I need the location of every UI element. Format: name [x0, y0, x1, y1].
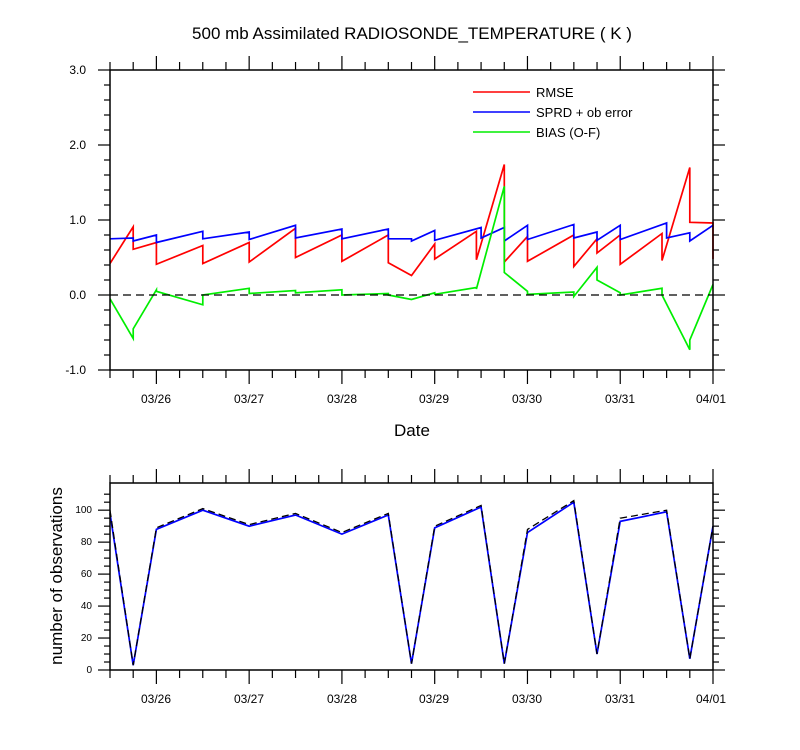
bottom-plot-series: [109, 499, 714, 666]
series-line-1: [109, 221, 714, 244]
top-plot-ticks: [98, 56, 725, 384]
bottom-y-tick-label: 100: [75, 505, 92, 516]
top-y-tick-label: 0.0: [69, 288, 86, 302]
legend: RMSE SPRD + ob error BIAS (O-F): [473, 85, 633, 140]
bottom-x-tick-label: 04/01: [696, 692, 726, 706]
top-y-tick-label: 2.0: [69, 138, 86, 152]
bottom-x-tick-label: 03/28: [327, 692, 357, 706]
top-x-tick-label: 03/27: [234, 392, 264, 406]
bottom-y-tick-label: 0: [86, 665, 92, 676]
bottom-x-tick-label: 03/30: [512, 692, 542, 706]
top-plot-frame: [109, 69, 714, 371]
series-line-2: [109, 186, 714, 351]
obs-line-1: [109, 499, 714, 666]
bottom-x-tick-label: 03/26: [141, 692, 171, 706]
bottom-plot-frame: [109, 482, 714, 671]
x-axis-label: Date: [394, 421, 430, 440]
top-plot-series: [109, 164, 714, 351]
bottom-y-tick-label: 60: [81, 569, 93, 580]
legend-label-sprd: SPRD + ob error: [536, 105, 633, 120]
top-y-tick-label: 3.0: [69, 63, 86, 77]
obs-line-0: [109, 500, 714, 666]
legend-label-rmse: RMSE: [536, 85, 574, 100]
bottom-x-tick-label: 03/31: [605, 692, 635, 706]
top-y-tick-label: -1.0: [65, 363, 86, 377]
bottom-plot-ticks: [98, 469, 725, 684]
top-y-tick-label: 1.0: [69, 213, 86, 227]
bottom-y-tick-label: 40: [81, 601, 93, 612]
top-x-tick-label: 03/29: [419, 392, 449, 406]
top-x-tick-label: 04/01: [696, 392, 726, 406]
bottom-x-tick-label: 03/27: [234, 692, 264, 706]
top-x-tick-label: 03/30: [512, 392, 542, 406]
chart-title: 500 mb Assimilated RADIOSONDE_TEMPERATUR…: [192, 24, 632, 43]
top-x-tick-label: 03/31: [605, 392, 635, 406]
bottom-y-tick-label: 80: [81, 537, 93, 548]
bottom-x-tick-label: 03/29: [419, 692, 449, 706]
y-axis-label: number of observations: [47, 487, 66, 665]
legend-label-bias: BIAS (O-F): [536, 125, 600, 140]
series-line-0: [109, 164, 714, 277]
top-x-tick-label: 03/26: [141, 392, 171, 406]
bottom-y-tick-label: 20: [81, 633, 93, 644]
top-x-tick-label: 03/28: [327, 392, 357, 406]
